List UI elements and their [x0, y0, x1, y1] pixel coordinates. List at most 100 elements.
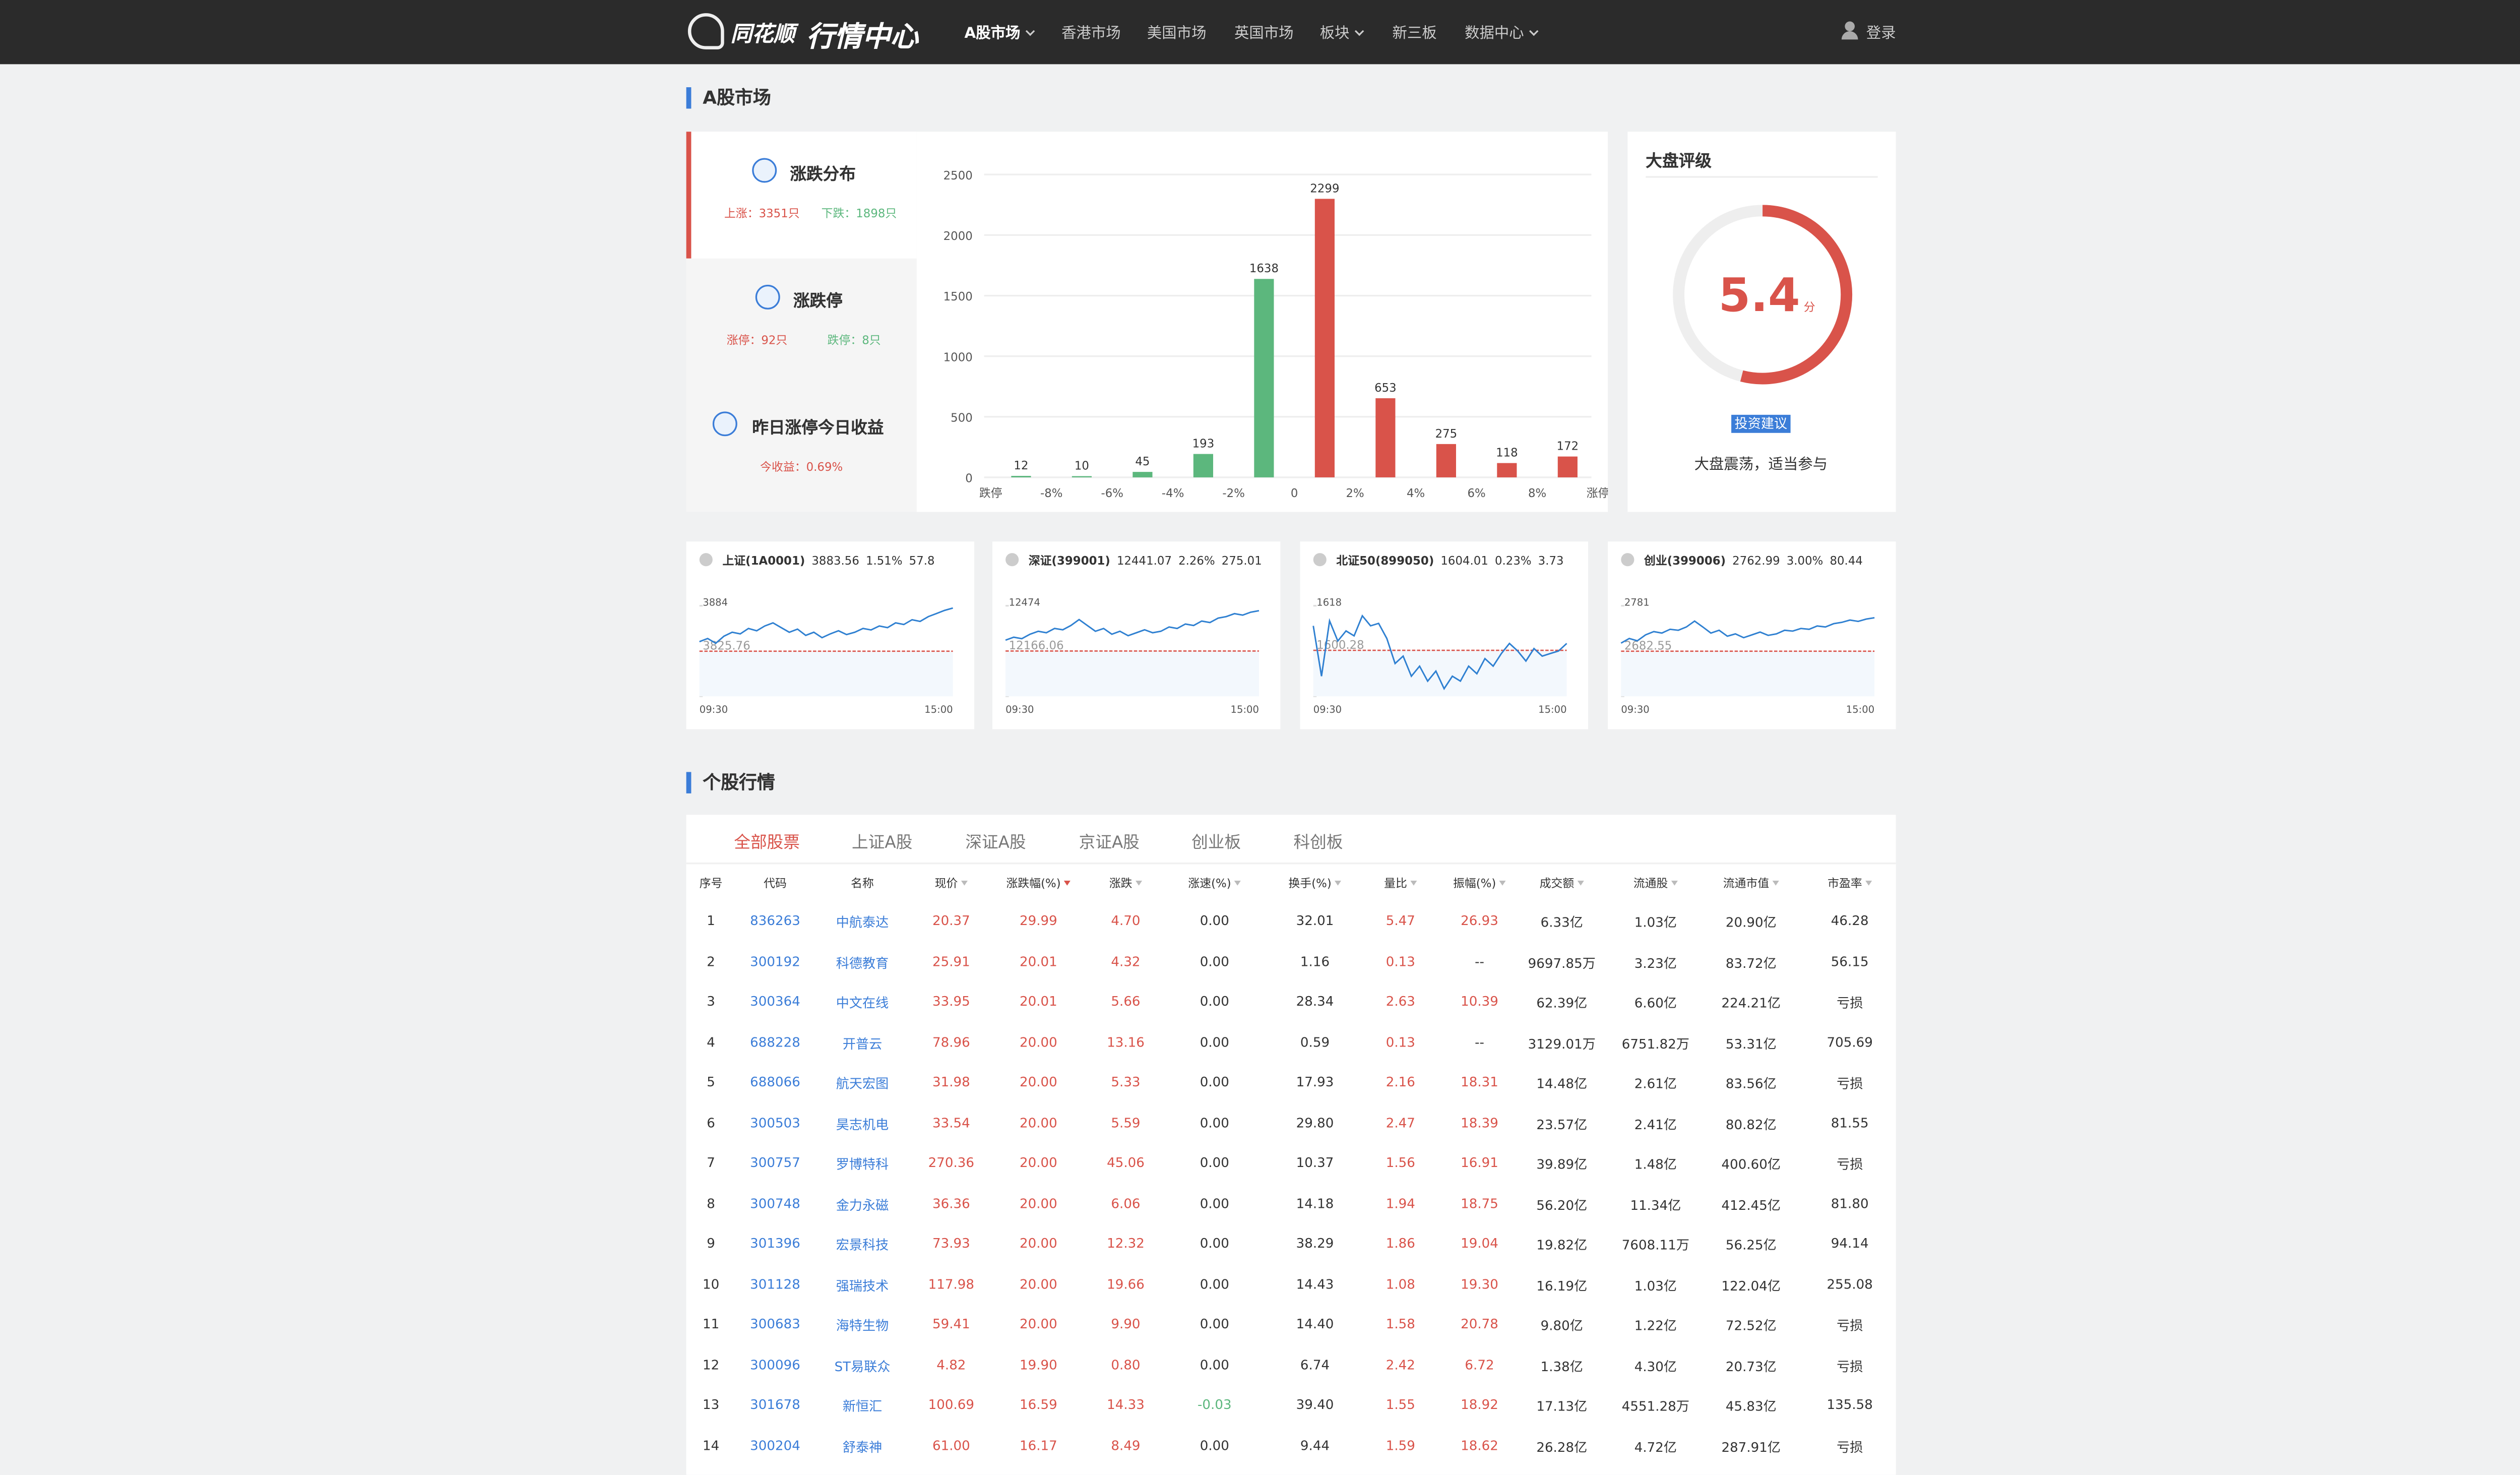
sort-icon: [1772, 880, 1779, 886]
table-cell: 56.25亿: [1725, 1238, 1777, 1253]
table-cell: 100.69: [928, 1397, 975, 1412]
table-cell[interactable]: 金力永磁: [836, 1197, 889, 1212]
advice-button[interactable]: 投资建议: [1731, 414, 1791, 433]
table-cell: 1.58: [1385, 1317, 1415, 1332]
table-cell[interactable]: 海特生物: [836, 1318, 889, 1333]
table-cell[interactable]: 中文在线: [836, 996, 889, 1011]
table-cell: 14.40: [1296, 1317, 1334, 1332]
rating-text: 大盘震荡，适当参与: [1694, 457, 1828, 474]
table-cell[interactable]: 300757: [750, 1155, 800, 1171]
table-cell[interactable]: 300748: [750, 1196, 800, 1211]
column-header[interactable]: 涨速(%): [1188, 876, 1241, 892]
index-change: 3.73: [1538, 555, 1564, 568]
x-tick-label: 15:00: [1231, 704, 1259, 715]
logo[interactable]: 同花顺: [730, 23, 795, 48]
table-cell: 29.99: [1020, 913, 1057, 929]
bar: [1314, 199, 1335, 477]
table-cell[interactable]: 新恒汇: [842, 1399, 883, 1414]
divider: [1646, 176, 1878, 178]
nav-item[interactable]: 新三板: [1392, 26, 1437, 43]
index-card[interactable]: 北证50(899050)1604.010.23%3.73158216181600…: [1300, 541, 1589, 729]
index-card[interactable]: 上证(1A0001)3883.561.51%57.8376838843825.7…: [686, 541, 975, 729]
bar: [1557, 456, 1578, 477]
chevron: [1354, 26, 1364, 36]
x-tick-label: 跌停: [979, 487, 1002, 500]
table-cell[interactable]: ST易联众: [834, 1359, 891, 1374]
table-cell[interactable]: 科德教育: [836, 955, 889, 970]
table-cell[interactable]: 昊志机电: [836, 1117, 889, 1132]
table-cell: 5.59: [1111, 1115, 1141, 1130]
login[interactable]: 登录: [1866, 26, 1896, 43]
tab[interactable]: 京证A股: [1079, 834, 1140, 853]
table-cell[interactable]: 300364: [750, 994, 800, 1009]
x-tick-label: 09:30: [1621, 704, 1649, 715]
sort-icon: [1410, 880, 1417, 886]
table-cell[interactable]: 688228: [750, 1034, 800, 1050]
side-item[interactable]: 涨跌分布 上涨：3351只 下跌：1898只: [686, 132, 917, 259]
table-cell: 0.13: [1385, 1034, 1415, 1050]
table-cell[interactable]: 强瑞技术: [836, 1278, 889, 1293]
column-header[interactable]: 涨跌幅(%): [1006, 876, 1071, 892]
index-price: 1604.01: [1440, 555, 1488, 568]
index-card[interactable]: 创业(399006)2762.993.00%80.44258527812682.…: [1608, 541, 1896, 729]
tab[interactable]: 科创板: [1293, 834, 1343, 853]
bar: [1011, 476, 1031, 477]
y-tick-label: 0: [965, 472, 973, 485]
table-cell: 19.90: [1020, 1357, 1057, 1372]
nav-item[interactable]: 数据中心: [1465, 21, 1539, 43]
column-header[interactable]: 涨跌: [1109, 876, 1143, 892]
column-header[interactable]: 振幅(%): [1453, 876, 1506, 892]
table-cell: 13: [702, 1397, 720, 1412]
column-header[interactable]: 流通股: [1633, 876, 1678, 892]
table-cell: 6.06: [1111, 1196, 1141, 1211]
side-item[interactable]: 昨日涨停今日收益 今收益：0.69%: [686, 385, 917, 512]
chevron: [1025, 26, 1035, 36]
tab[interactable]: 上证A股: [852, 834, 913, 853]
table-cell: 14.18: [1296, 1196, 1334, 1211]
table-cell: 9697.85万: [1528, 955, 1596, 970]
table-cell[interactable]: 688066: [750, 1075, 800, 1090]
clock-icon: [699, 553, 713, 567]
index-card[interactable]: 深证(399001)12441.072.26%275.0111858124741…: [992, 541, 1281, 729]
nav-item[interactable]: A股市场: [964, 21, 1035, 43]
side-item[interactable]: 涨跌停 涨停：92只 跌停：8只: [686, 259, 917, 385]
table-cell: 45.06: [1107, 1155, 1145, 1171]
table-cell: 20.90亿: [1725, 915, 1777, 930]
tab[interactable]: 全部股票: [734, 834, 800, 853]
table-cell[interactable]: 301678: [750, 1397, 800, 1412]
nav-item[interactable]: 香港市场: [1061, 26, 1121, 43]
table-cell[interactable]: 宏景科技: [836, 1238, 889, 1253]
table-cell[interactable]: 300503: [750, 1115, 800, 1130]
table-cell: --: [1475, 1034, 1484, 1050]
table-cell: 6.74: [1300, 1357, 1330, 1372]
column-header[interactable]: 市盈率: [1828, 876, 1872, 892]
tab[interactable]: 深证A股: [965, 834, 1026, 853]
table-cell: 39.89亿: [1536, 1157, 1588, 1172]
nav-item[interactable]: 板块: [1320, 21, 1364, 43]
table-cell[interactable]: 301396: [750, 1236, 800, 1251]
nav-item[interactable]: 英国市场: [1234, 26, 1294, 43]
table-cell[interactable]: 罗博特科: [836, 1157, 889, 1172]
table-cell[interactable]: 300204: [750, 1438, 800, 1453]
column-header[interactable]: 换手(%): [1289, 876, 1342, 892]
table-cell[interactable]: 中航泰达: [836, 915, 889, 930]
table-body: [686, 863, 1896, 1475]
table-cell[interactable]: 开普云: [842, 1036, 883, 1051]
table-cell[interactable]: 300192: [750, 954, 800, 969]
nav-item[interactable]: 美国市场: [1147, 26, 1207, 43]
table-cell[interactable]: 836263: [750, 913, 800, 929]
column-header[interactable]: 流通市值: [1723, 876, 1779, 892]
clock-icon: [1313, 553, 1327, 567]
table-cell[interactable]: 301128: [750, 1276, 800, 1292]
x-tick-label: 0: [1291, 487, 1298, 500]
column-header[interactable]: 量比: [1384, 876, 1417, 892]
column-header[interactable]: 现价: [935, 876, 968, 892]
table-cell[interactable]: 舒泰神: [842, 1439, 883, 1454]
table-cell[interactable]: 300096: [750, 1357, 800, 1372]
table-cell[interactable]: 300683: [750, 1317, 800, 1332]
table-cell[interactable]: 航天宏图: [836, 1076, 889, 1091]
tab[interactable]: 创业板: [1191, 834, 1241, 853]
table-cell: 224.21亿: [1721, 996, 1781, 1011]
area: [1313, 650, 1567, 697]
column-header[interactable]: 成交额: [1540, 876, 1584, 892]
